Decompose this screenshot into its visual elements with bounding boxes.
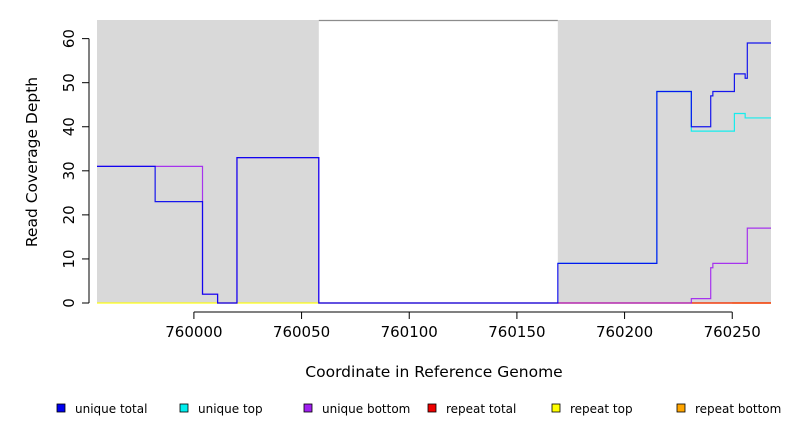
x-tick-label: 760100 xyxy=(381,323,438,341)
legend-swatch xyxy=(676,403,686,413)
legend-item: unique bottom xyxy=(303,402,410,416)
legend-label: repeat bottom xyxy=(695,402,781,416)
y-tick-label: 20 xyxy=(60,205,78,224)
legend-item: repeat bottom xyxy=(676,402,781,416)
legend-swatch xyxy=(56,403,66,413)
y-tick-label: 50 xyxy=(60,73,78,92)
x-tick-label: 760150 xyxy=(488,323,545,341)
legend-label: unique total xyxy=(75,402,147,416)
legend-swatch xyxy=(179,403,189,413)
y-tick-label: 40 xyxy=(60,117,78,136)
x-tick-label: 760050 xyxy=(273,323,330,341)
shaded-regions xyxy=(97,20,771,303)
legend-swatch xyxy=(427,403,437,413)
legend-swatch xyxy=(551,403,561,413)
x-tick-label: 760000 xyxy=(165,323,222,341)
legend-item: unique top xyxy=(179,402,263,416)
legend-swatch xyxy=(303,403,313,413)
legend-label: repeat top xyxy=(570,402,633,416)
series-line-unique-total xyxy=(97,42,771,304)
y-axis-title: Read Coverage Depth xyxy=(23,77,41,247)
legend-item: unique total xyxy=(56,402,147,416)
y-tick-label: 30 xyxy=(60,161,78,180)
legend-label: unique bottom xyxy=(322,402,410,416)
shaded-region xyxy=(97,20,319,303)
y-tick-label: 10 xyxy=(60,249,78,268)
legend-item: repeat total xyxy=(427,402,516,416)
x-tick-label: 760200 xyxy=(596,323,653,341)
legend-label: unique top xyxy=(198,402,263,416)
shaded-region xyxy=(557,20,771,303)
series-lines xyxy=(97,42,771,304)
y-tick-label: 0 xyxy=(60,298,78,308)
x-axis-title: Coordinate in Reference Genome xyxy=(305,363,562,381)
x-tick-label: 760250 xyxy=(704,323,761,341)
y-tick-label: 60 xyxy=(60,29,78,48)
legend-item: repeat top xyxy=(551,402,633,416)
legend: unique total unique top unique bottom repea… xyxy=(56,402,781,416)
axes: 0 10 20 30 40 50 60 760000 760050 760100 760150 760… xyxy=(60,29,761,341)
legend-label: repeat total xyxy=(446,402,516,416)
